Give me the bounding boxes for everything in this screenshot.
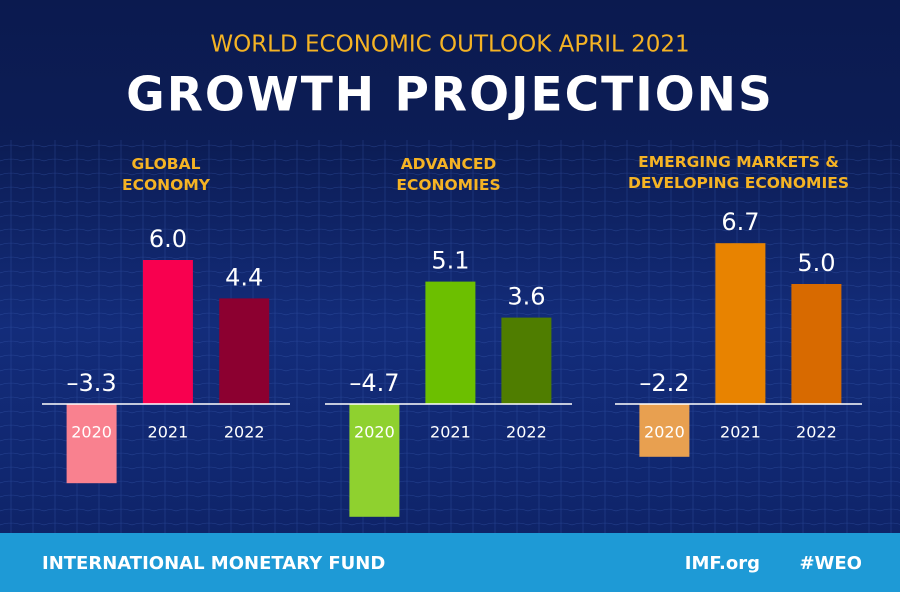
category-label: 2020 [354,423,395,442]
main-title: GROWTH PROJECTIONS [126,68,774,123]
bar [501,317,552,404]
value-label: 5.1 [431,247,469,275]
value-label: 6.7 [721,208,759,236]
supertitle: WORLD ECONOMIC OUTLOOK APRIL 2021 [210,32,689,58]
category-label: 2021 [148,423,189,442]
category-label: 2020 [644,423,685,442]
bar [715,243,766,404]
footer-hashtag: #WEO [799,553,862,574]
value-label: 5.0 [797,249,835,277]
footer-band [0,533,900,592]
bar [639,404,690,457]
category-label: 2020 [71,423,112,442]
value-label: 3.6 [507,283,545,311]
category-label: 2022 [224,423,265,442]
category-label: 2021 [720,423,761,442]
value-label: –2.2 [639,369,689,397]
bar [349,404,400,517]
bar [66,404,117,484]
category-label: 2022 [506,423,547,442]
value-label: –4.7 [349,369,399,397]
chart-title: ADVANCED ECONOMIES [396,155,501,194]
chart-title: GLOBAL ECONOMY [122,155,210,194]
category-label: 2021 [430,423,471,442]
category-label: 2022 [796,423,837,442]
bar [425,281,476,404]
bar [142,260,193,404]
value-label: 4.4 [225,263,263,291]
chart-title: EMERGING MARKETS & DEVELOPING ECONOMIES [628,153,849,192]
value-label: –3.3 [67,369,117,397]
value-label: 6.0 [149,225,187,253]
footer-site: IMF.org [685,553,760,574]
footer-organization: INTERNATIONAL MONETARY FUND [42,553,385,574]
bar [791,284,842,404]
bar [219,298,270,404]
